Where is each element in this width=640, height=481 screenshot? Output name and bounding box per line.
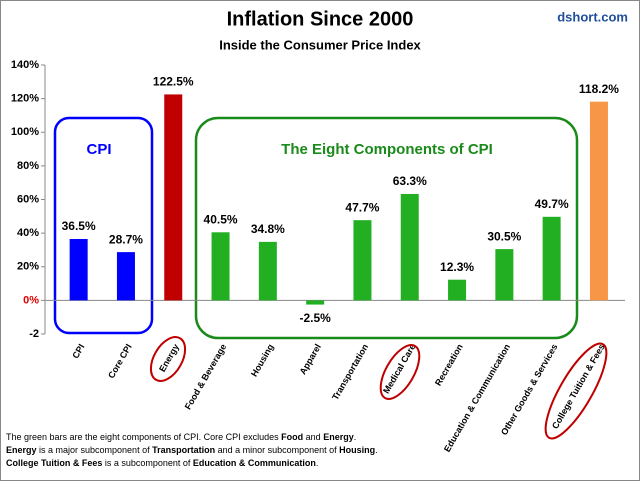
- footnote-line: Energy is a major subcomponent of Transp…: [6, 445, 378, 455]
- bar: [353, 220, 372, 301]
- data-label: 63.3%: [393, 174, 427, 188]
- data-label: 40.5%: [204, 212, 238, 226]
- data-label: 118.2%: [579, 82, 619, 96]
- annotation: CPI: [86, 141, 111, 158]
- data-label: -2.5%: [299, 311, 331, 325]
- data-label: 49.7%: [535, 197, 569, 211]
- footnote-segment: Housing: [339, 445, 375, 455]
- data-label: 47.7%: [345, 200, 379, 214]
- bar: [495, 249, 514, 301]
- footnote-line: The green bars are the eight components …: [6, 432, 356, 442]
- footnote-segment: Education & Communication: [193, 458, 316, 468]
- bar: [448, 279, 467, 301]
- y-tick-label: 40%: [17, 227, 39, 239]
- chart-title: Inflation Since 2000: [227, 8, 414, 30]
- highlight-ellipse: [149, 336, 187, 382]
- footnote-segment: is a major subcomponent of: [37, 445, 153, 455]
- footnote-segment: and: [303, 432, 323, 442]
- footnote-segment: College Tuition & Fees: [6, 458, 102, 468]
- chart-subtitle: Inside the Consumer Price Index: [219, 37, 421, 52]
- bar: [400, 193, 419, 301]
- y-tick-label: 100%: [11, 126, 39, 138]
- highlight-ellipse: [544, 342, 608, 440]
- bar: [211, 232, 230, 301]
- y-tick-label: 20%: [17, 261, 39, 273]
- footnote-segment: Energy: [323, 432, 354, 442]
- footnote-segment: and a minor subcomponent of: [215, 445, 339, 455]
- footnote-segment: Energy: [6, 445, 37, 455]
- footnote: The green bars are the eight components …: [6, 432, 378, 468]
- cpi-group-box: [53, 116, 154, 335]
- footnote-segment: The green bars are the eight components …: [6, 432, 281, 442]
- y-tick-label: 0%: [23, 294, 39, 306]
- footnote-line: College Tuition & Fees is a subcomponent…: [6, 458, 318, 468]
- footnote-segment: Transportation: [152, 445, 215, 455]
- components-group-box: [194, 116, 579, 340]
- y-tick-label: 140%: [11, 59, 39, 71]
- data-label: 36.5%: [62, 219, 96, 233]
- footnote-segment: .: [375, 445, 378, 455]
- y-tick-label: -2: [29, 328, 39, 340]
- bar: [116, 252, 135, 301]
- highlight-ellipse: [379, 344, 421, 400]
- footnote-segment: .: [316, 458, 319, 468]
- footnote-segment: .: [354, 432, 357, 442]
- bar: [69, 239, 88, 301]
- data-label: 34.8%: [251, 222, 285, 236]
- bar: [306, 300, 325, 305]
- y-tick-label: 60%: [17, 193, 39, 205]
- bar: [589, 101, 608, 301]
- data-label: 30.5%: [487, 229, 521, 243]
- bar: [542, 216, 561, 301]
- y-tick-label: 120%: [11, 93, 39, 105]
- y-tick-label: 80%: [17, 160, 39, 172]
- footnote-segment: is a subcomponent of: [102, 458, 193, 468]
- data-label: 122.5%: [153, 75, 194, 89]
- bar: [164, 94, 183, 301]
- source: dshort.com: [557, 9, 628, 24]
- footnote-segment: Food: [281, 432, 303, 442]
- bar: [258, 241, 277, 301]
- data-label: 28.7%: [109, 232, 143, 246]
- data-label: 12.3%: [440, 260, 474, 274]
- annotation: The Eight Components of CPI: [281, 141, 493, 158]
